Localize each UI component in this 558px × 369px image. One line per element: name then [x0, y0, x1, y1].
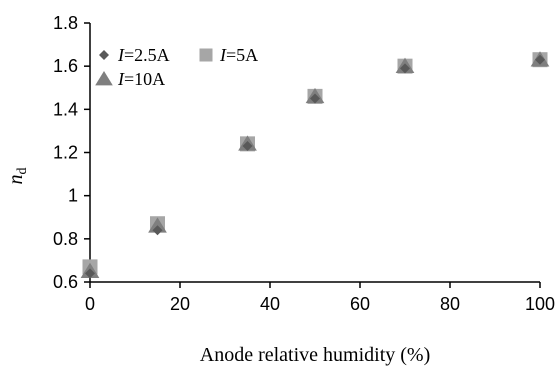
y-tick-label: 1.8 [53, 13, 78, 33]
x-tick-label: 80 [440, 294, 460, 314]
y-axis-title: nd [5, 168, 30, 185]
y-tick-label: 0.6 [53, 272, 78, 292]
y-tick-label: 1.6 [53, 56, 78, 76]
data-point-triangle [148, 217, 167, 233]
legend-marker-square [199, 48, 213, 62]
y-axis-title-subscript: d [15, 168, 30, 175]
x-tick-label: 20 [170, 294, 190, 314]
legend-marker-triangle [95, 71, 113, 86]
data-point-diamond [242, 141, 253, 152]
y-ticks: 0.6 0.8 1 1.2 1.4 1.6 1.8 [53, 13, 90, 292]
x-tick-label: 0 [85, 294, 95, 314]
data-point-diamond [85, 268, 95, 279]
x-ticks: 0 20 40 60 80 100 [85, 282, 555, 314]
legend-label: I=10A [117, 69, 165, 89]
y-tick-label: 1.4 [53, 99, 78, 119]
legend-label-symbol: I [117, 69, 125, 89]
data-point-diamond [400, 63, 410, 74]
x-tick-label: 40 [260, 294, 280, 314]
data-point-diamond [152, 225, 163, 236]
legend-label-symbol: I [219, 45, 227, 65]
data-point-diamond [310, 93, 320, 104]
y-axis-title-symbol: n [5, 175, 27, 185]
legend: I=2.5A I=5AI=10A [95, 45, 258, 89]
y-tick-label: 1 [68, 186, 78, 206]
y-tick-label: 1.2 [53, 143, 78, 163]
legend-label-value: =5A [226, 45, 258, 65]
y-tick-label: 0.8 [53, 229, 78, 249]
data-markers [80, 51, 550, 279]
legend-label-symbol: I [117, 45, 125, 65]
legend-label-value: =10A [124, 69, 165, 89]
legend-label: I=2.5A [117, 45, 170, 65]
legend-label-value: =2.5A [124, 45, 170, 65]
x-axis-title: Anode relative humidity (%) [200, 344, 431, 366]
x-tick-label: 100 [525, 294, 555, 314]
data-point-diamond [535, 54, 545, 65]
legend-marker-diamond [99, 50, 109, 60]
x-tick-label: 60 [350, 294, 370, 314]
legend-label: I=5A [219, 45, 258, 65]
